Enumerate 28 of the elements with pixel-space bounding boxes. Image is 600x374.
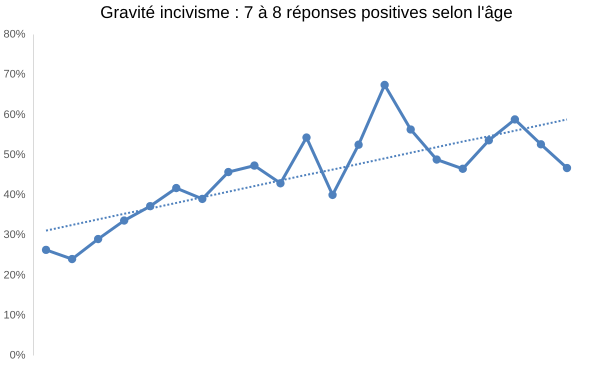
y-tick-label: 80% <box>3 28 26 40</box>
point <box>458 164 467 173</box>
y-tick-label: 0% <box>10 350 26 362</box>
point <box>536 140 546 149</box>
point <box>354 140 363 149</box>
point <box>172 184 180 192</box>
point <box>250 161 259 170</box>
y-tick-label: 40% <box>3 189 26 201</box>
point <box>328 190 337 200</box>
point <box>484 136 494 145</box>
point <box>224 168 233 176</box>
point <box>68 254 76 264</box>
y-tick-label: 60% <box>3 108 26 121</box>
point <box>562 164 572 172</box>
y-tick-label: 70% <box>3 68 26 81</box>
point <box>302 133 311 142</box>
point <box>380 80 389 90</box>
y-tick-label: 30% <box>3 229 26 242</box>
point <box>42 246 50 254</box>
chart-title: Gravité incivisme : 7 à 8 réponses positives selon l'âge <box>100 3 513 22</box>
point <box>94 234 102 244</box>
point <box>120 216 128 225</box>
y-tick-label: 20% <box>3 269 26 282</box>
point <box>432 155 441 164</box>
y-tick-label: 10% <box>3 309 26 322</box>
point <box>406 125 415 134</box>
y-tick-label: 50% <box>3 148 26 161</box>
point <box>510 115 520 124</box>
